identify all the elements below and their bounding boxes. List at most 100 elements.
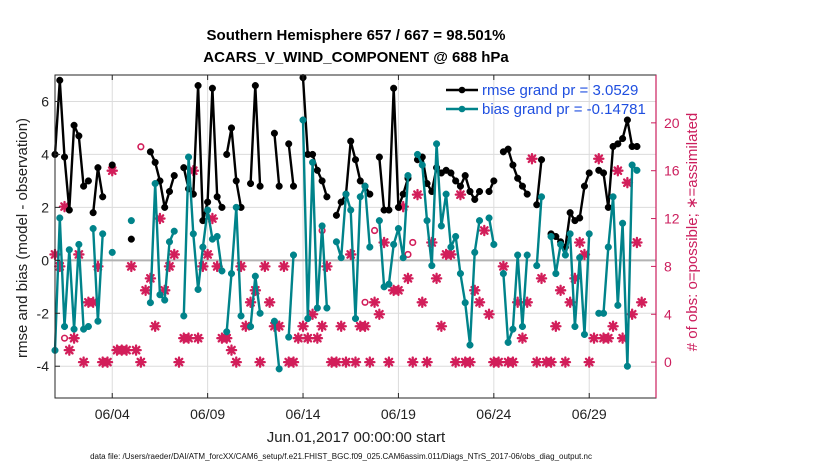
obs-assimilated-stroke bbox=[508, 357, 518, 367]
obs-assimilated-stroke bbox=[446, 250, 456, 259]
rmse-point bbox=[366, 190, 374, 198]
obs-assimilated-marker bbox=[254, 356, 266, 368]
bias-point bbox=[514, 251, 522, 259]
bias-point bbox=[285, 333, 293, 341]
obs-assimilated-marker bbox=[545, 356, 557, 368]
bias-point bbox=[442, 190, 450, 198]
obs-assimilated-marker bbox=[316, 320, 328, 332]
obs-assimilated-marker bbox=[564, 296, 576, 309]
obs-possible-marker bbox=[223, 334, 231, 342]
obs-assimilated-stroke bbox=[498, 262, 508, 271]
obs-assimilated-marker bbox=[454, 188, 467, 201]
bias-point bbox=[475, 217, 484, 225]
bias-point bbox=[223, 328, 231, 336]
obs-assimilated-stroke bbox=[317, 321, 327, 331]
x-tick-label: 06/29 bbox=[572, 406, 607, 422]
obs-assimilated-marker bbox=[588, 332, 600, 344]
data-file-footer: data file: /Users/raeder/DAI/ATM_forcXX/… bbox=[90, 452, 592, 461]
y-right-axis-label: # of obs: o=possible; ∗=assimilated bbox=[684, 113, 701, 352]
bias-point bbox=[318, 222, 326, 230]
obs-assimilated-marker bbox=[421, 356, 433, 368]
obs-assimilated-marker bbox=[77, 356, 90, 368]
obs-assimilated-stroke bbox=[365, 357, 375, 367]
rmse-point bbox=[289, 182, 298, 190]
bias-point bbox=[351, 315, 360, 323]
obs-assimilated-stroke bbox=[150, 321, 160, 331]
obs-assimilated-stroke bbox=[603, 333, 613, 343]
obs-assimilated-marker bbox=[449, 356, 462, 368]
rmse-point bbox=[576, 214, 584, 222]
bias-point bbox=[547, 232, 555, 241]
rmse-point bbox=[146, 148, 154, 156]
obs-assimilated-stroke bbox=[546, 357, 556, 367]
obs-assimilated-stroke bbox=[341, 357, 351, 367]
obs-assimilated-marker bbox=[68, 332, 80, 344]
obs-possible-marker bbox=[361, 298, 369, 306]
obs-assimilated-marker bbox=[478, 224, 491, 237]
obs-assimilated-stroke bbox=[289, 357, 298, 367]
rmse-point bbox=[509, 161, 517, 169]
obs-assimilated-stroke bbox=[551, 321, 561, 331]
rmse-point bbox=[247, 179, 255, 188]
bias-line bbox=[53, 216, 89, 351]
rmse-point bbox=[89, 209, 97, 217]
rmse-point bbox=[99, 193, 107, 201]
bias-point bbox=[633, 166, 641, 174]
obs-assimilated-stroke bbox=[374, 309, 384, 319]
obs-assimilated-marker bbox=[120, 344, 133, 356]
bias-point bbox=[227, 270, 236, 278]
obs-assimilated-stroke bbox=[241, 321, 251, 331]
bias-point bbox=[180, 312, 188, 320]
obs-assimilated-stroke bbox=[193, 333, 203, 343]
rmse-point bbox=[75, 132, 83, 140]
bias-point bbox=[194, 285, 202, 294]
obs-assimilated-marker bbox=[406, 356, 419, 368]
bias-point bbox=[156, 291, 164, 299]
obs-assimilated-stroke bbox=[370, 297, 379, 307]
obs-assimilated-stroke bbox=[451, 357, 461, 367]
obs-assimilated-marker bbox=[173, 356, 185, 368]
obs-assimilated-marker bbox=[63, 344, 76, 356]
rmse-point bbox=[218, 203, 226, 211]
rmse-point bbox=[94, 164, 102, 172]
obs-assimilated-stroke bbox=[351, 357, 360, 367]
y-right-tick-label: 20 bbox=[664, 115, 680, 131]
rmse-point bbox=[456, 182, 464, 190]
rmse-point bbox=[60, 153, 69, 161]
obs-assimilated-marker bbox=[340, 356, 352, 368]
obs-assimilated-stroke bbox=[260, 262, 270, 271]
bias-point bbox=[94, 317, 102, 325]
obs-assimilated-marker bbox=[373, 308, 386, 321]
rmse-point bbox=[394, 203, 402, 211]
obs-assimilated-stroke bbox=[456, 190, 465, 200]
obs-assimilated-marker bbox=[101, 356, 114, 368]
rmse-point bbox=[633, 142, 641, 151]
obs-possible-marker bbox=[409, 238, 417, 247]
obs-assimilated-marker bbox=[445, 248, 457, 261]
rmse-line bbox=[53, 79, 90, 212]
obs-assimilated-marker bbox=[278, 260, 290, 273]
bias-point bbox=[247, 322, 255, 331]
bias-point bbox=[566, 230, 574, 238]
obs-assimilated-stroke bbox=[293, 333, 303, 343]
obs-assimilated-marker bbox=[507, 356, 519, 368]
rmse-line bbox=[287, 143, 295, 187]
bias-point bbox=[270, 317, 278, 325]
bias-point bbox=[628, 161, 636, 169]
bias-point bbox=[385, 280, 393, 288]
obs-assimilated-marker bbox=[230, 356, 243, 368]
obs-assimilated-marker bbox=[550, 320, 562, 332]
bias-line bbox=[225, 206, 243, 332]
y-tick-label: -2 bbox=[37, 305, 50, 321]
bias-line bbox=[273, 321, 281, 370]
rmse-point bbox=[318, 177, 326, 185]
bias-point bbox=[533, 262, 541, 270]
obs-assimilated-stroke bbox=[231, 357, 241, 367]
y-axis-label: rmse and bias (model - observation) bbox=[14, 118, 31, 358]
rmse-point bbox=[447, 169, 455, 177]
rmse-line bbox=[225, 126, 243, 208]
bias-point bbox=[452, 232, 460, 241]
obs-assimilated-stroke bbox=[265, 297, 275, 307]
obs-possible-marker bbox=[404, 250, 412, 259]
